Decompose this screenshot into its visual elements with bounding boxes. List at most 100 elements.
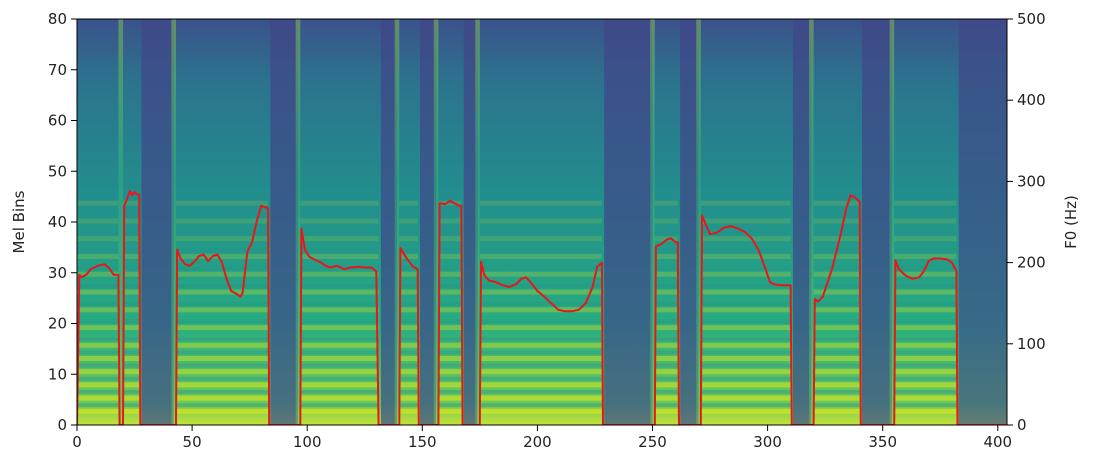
harmonic-band [813,236,860,242]
harmonic-trough [813,376,860,381]
harmonic-band [479,382,602,388]
harmonic-trough [700,212,791,217]
y-tick-label: 20 [48,315,67,333]
x-tick-label: 0 [72,433,82,451]
harmonic-band [438,369,462,375]
harmonic-band [123,254,140,260]
harmonic-trough [399,248,418,253]
harmonic-band [438,289,462,295]
harmonic-band [894,289,957,295]
harmonic-trough [813,283,860,288]
harmonic-trough [438,283,462,288]
silence-region [419,19,437,425]
harmonic-band [654,325,678,331]
y2-axis-label: F0 (Hz) [1062,195,1080,249]
harmonic-trough [479,337,602,342]
harmonic-band [700,236,791,242]
harmonic-trough [654,212,678,217]
harmonic-band [438,271,462,277]
harmonic-trough [479,195,602,200]
harmonic-trough [654,319,678,324]
harmonic-trough [77,350,119,355]
harmonic-trough [300,248,379,253]
harmonic-band [399,236,418,242]
harmonic-trough [175,248,269,253]
harmonic-band [479,395,602,401]
harmonic-trough [479,230,602,235]
harmonic-trough [175,301,269,306]
harmonic-band [479,356,602,362]
harmonic-band [700,289,791,295]
harmonic-trough [479,212,602,217]
harmonic-band [123,289,140,295]
harmonic-band [300,254,379,260]
harmonic-trough [300,363,379,368]
harmonic-band [300,395,379,401]
harmonic-band [123,271,140,277]
x-tick-label: 350 [868,433,897,451]
harmonic-trough [700,283,791,288]
harmonic-trough [175,350,269,355]
harmonic-trough [77,248,119,253]
harmonic-band [813,395,860,401]
harmonic-band [479,289,602,295]
harmonic-band [300,356,379,362]
harmonic-band [77,236,119,242]
harmonic-trough [123,403,140,408]
harmonic-band [77,369,119,375]
silence-region [792,19,812,425]
harmonic-trough [438,390,462,395]
harmonic-trough [700,195,791,200]
harmonic-trough [123,230,140,235]
harmonic-band [123,369,140,375]
harmonic-band [438,342,462,348]
harmonic-trough [438,230,462,235]
harmonic-band [700,200,791,206]
harmonic-trough [399,376,418,381]
silence-region [380,19,397,425]
harmonic-band [399,408,418,414]
harmonic-trough [438,248,462,253]
harmonic-band [123,408,140,414]
harmonic-trough [175,363,269,368]
harmonic-trough [894,301,957,306]
harmonic-band [77,395,119,401]
harmonic-trough [438,363,462,368]
harmonic-band [77,382,119,388]
harmonic-trough [300,195,379,200]
harmonic-trough [813,212,860,217]
harmonic-trough [77,212,119,217]
harmonic-trough [300,376,379,381]
harmonic-band [300,289,379,295]
harmonic-band [175,307,269,313]
x-tick-label: 50 [183,433,202,451]
harmonic-band [654,369,678,375]
harmonic-band [700,382,791,388]
harmonic-band [438,382,462,388]
harmonic-trough [700,319,791,324]
harmonic-trough [894,212,957,217]
harmonic-band [654,307,678,313]
harmonic-band [813,408,860,414]
harmonic-trough [399,337,418,342]
harmonic-band [894,254,957,260]
harmonic-trough [438,195,462,200]
harmonic-band [77,271,119,277]
noise-burst [696,19,701,425]
x-tick-label: 200 [523,433,552,451]
harmonic-band [479,408,602,414]
harmonic-trough [894,337,957,342]
harmonic-band [894,382,957,388]
harmonic-band [894,271,957,277]
harmonic-trough [300,350,379,355]
harmonic-band [894,395,957,401]
harmonic-trough [479,376,602,381]
harmonic-trough [77,195,119,200]
noise-burst [394,19,400,425]
harmonic-band [438,408,462,414]
harmonic-trough [654,301,678,306]
silence-region [463,19,478,425]
harmonic-band [300,271,379,277]
harmonic-band [123,218,140,224]
x-tick-label: 150 [408,433,437,451]
